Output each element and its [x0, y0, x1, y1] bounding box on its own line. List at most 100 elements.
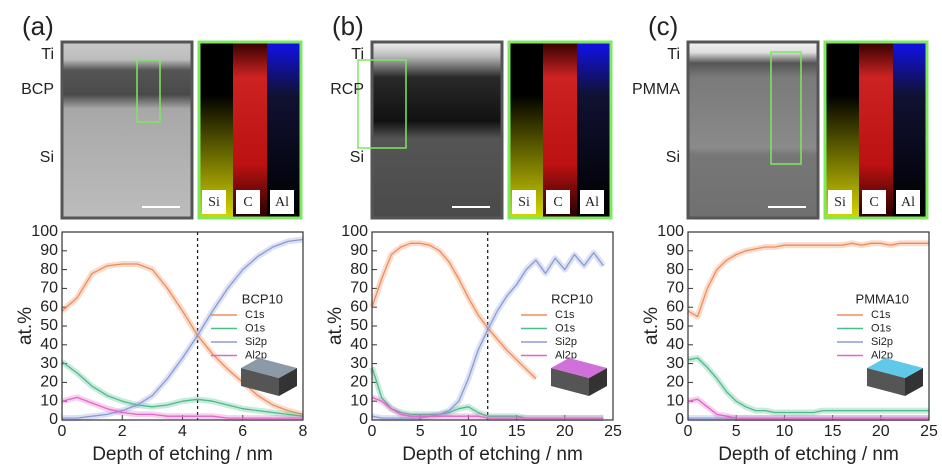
- y-tick-label: 30: [666, 355, 684, 372]
- map-label-box: [270, 190, 294, 214]
- series-line: [371, 252, 604, 419]
- y-tick-label: 100: [657, 223, 684, 240]
- legend-label: C1s: [555, 309, 575, 321]
- y-tick-label: 50: [40, 317, 58, 334]
- panel-label: (b): [332, 11, 364, 41]
- sample-top: [241, 358, 297, 378]
- y-tick-label: 70: [666, 280, 684, 297]
- map-label-box: [862, 190, 886, 214]
- legend-label: Si2p: [245, 336, 267, 348]
- layer-label: Ti: [667, 46, 680, 63]
- map-label: C: [553, 195, 562, 210]
- layer-label: Ti: [41, 46, 54, 63]
- map-frame: [823, 40, 929, 220]
- map-label-box: [236, 190, 260, 214]
- plot-frame: [61, 231, 304, 421]
- y-tick-label: 90: [40, 242, 58, 259]
- legend-label: C1s: [245, 309, 265, 321]
- legend-label: Si2p: [555, 336, 577, 348]
- y-tick-label: 60: [40, 298, 58, 315]
- map-label: C: [869, 195, 878, 210]
- map-label-box: [202, 190, 226, 214]
- sample-side: [279, 368, 297, 396]
- roi-box: [770, 51, 802, 165]
- edx-map: [199, 42, 233, 218]
- x-tick-label: 4: [178, 423, 187, 440]
- layer-label: Si: [40, 149, 54, 166]
- y-tick-label: 50: [666, 317, 684, 334]
- map-label-box: [512, 190, 536, 214]
- map-label-box: [546, 190, 570, 214]
- y-axis-label: at.%: [641, 307, 662, 345]
- map-label-box: [580, 190, 604, 214]
- y-tick-label: 100: [31, 223, 58, 240]
- x-tick-label: 10: [776, 423, 794, 440]
- layer-label: Ti: [351, 46, 364, 63]
- y-tick-label: 10: [350, 392, 368, 409]
- map-label: Si: [834, 195, 846, 210]
- x-tick-label: 5: [416, 423, 425, 440]
- sample-top: [551, 358, 607, 378]
- map-label: Al: [585, 195, 599, 210]
- x-tick-label: 0: [368, 423, 377, 440]
- y-tick-label: 0: [675, 411, 684, 428]
- legend-label: Si2p: [871, 336, 893, 348]
- legend-title: BCP10: [242, 291, 283, 306]
- tem-image: [60, 40, 194, 220]
- series-line: [371, 242, 537, 380]
- legend-label: O1s: [555, 322, 576, 334]
- series-band: [369, 240, 538, 381]
- x-tick-label: 8: [299, 423, 308, 440]
- map-label: Al: [901, 195, 915, 210]
- roi-box: [357, 59, 407, 149]
- legend-label: O1s: [245, 322, 266, 334]
- series-line: [61, 361, 304, 417]
- y-tick-label: 20: [666, 374, 684, 391]
- series-line: [61, 396, 303, 419]
- sample-side: [241, 368, 279, 396]
- layer-label: BCP: [21, 81, 54, 98]
- legend-label: Al2p: [555, 349, 577, 361]
- edx-map: [825, 42, 859, 218]
- panel-label: (c): [648, 11, 678, 41]
- sample-side: [551, 368, 589, 396]
- y-tick-label: 70: [40, 280, 58, 297]
- map-label-box: [896, 190, 920, 214]
- panel-label: (a): [22, 11, 54, 41]
- roi-box: [136, 59, 161, 123]
- edx-map: [577, 42, 611, 218]
- y-tick-label: 10: [666, 392, 684, 409]
- legend-title: RCP10: [551, 291, 593, 306]
- y-tick-label: 40: [40, 336, 58, 353]
- legend-title: PMMA10: [856, 291, 909, 306]
- x-axis-label: Depth of etching / nm: [92, 444, 273, 465]
- legend-label: Al2p: [871, 349, 893, 361]
- series-line: [687, 398, 929, 419]
- y-tick-label: 90: [350, 242, 368, 259]
- y-tick-label: 50: [350, 317, 368, 334]
- x-tick-label: 15: [824, 423, 842, 440]
- sample-side: [867, 368, 905, 396]
- layer-label: Si: [350, 149, 364, 166]
- y-tick-label: 40: [666, 336, 684, 353]
- y-axis-label: at.%: [15, 307, 36, 345]
- plot-frame: [371, 231, 614, 421]
- series-line: [61, 263, 304, 416]
- legend-label: O1s: [871, 322, 892, 334]
- legend-label: Al2p: [245, 349, 267, 361]
- map-frame: [197, 40, 303, 220]
- sample-side: [589, 368, 607, 396]
- y-tick-label: 60: [350, 298, 368, 315]
- map-frame: [507, 40, 613, 220]
- y-tick-label: 30: [350, 355, 368, 372]
- map-label: Si: [208, 195, 220, 210]
- y-tick-label: 20: [350, 374, 368, 391]
- x-tick-label: 25: [604, 423, 622, 440]
- layer-label: PMMA: [632, 81, 680, 98]
- tem-image: [370, 40, 504, 220]
- map-label-box: [828, 190, 852, 214]
- series-line: [62, 238, 304, 419]
- x-tick-label: 20: [556, 423, 574, 440]
- tem-image: [686, 40, 820, 220]
